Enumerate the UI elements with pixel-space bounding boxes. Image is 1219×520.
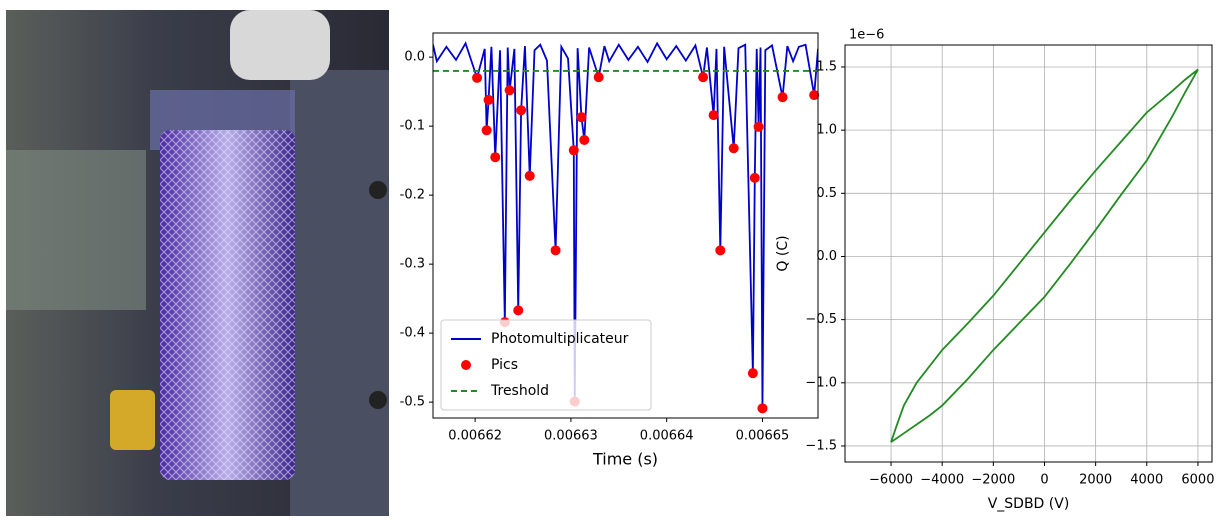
x-tick-label: −6000 <box>869 473 913 488</box>
chart: 1.5 1.0 0.5 0.0 −0.5 −1.0 −1.5 −6000 −4000 −2000 0… <box>775 28 1214 513</box>
x-tick-label: 6000 <box>1181 473 1214 488</box>
y-tick-label: −0.5 <box>805 312 837 327</box>
peak-marker <box>524 170 535 181</box>
photo-block <box>290 70 389 516</box>
plot-area <box>890 68 1199 443</box>
peak-marker <box>757 403 768 414</box>
peak-marker <box>728 143 739 154</box>
y-tick-label: -0.5 <box>400 395 425 410</box>
axes-frame <box>844 44 1213 463</box>
y-tick-label: −1.0 <box>805 375 837 390</box>
x-tick-label: 0.00662 <box>448 429 502 444</box>
peak-marker <box>593 72 604 83</box>
photo-tube <box>230 10 330 80</box>
photo-mesh <box>160 130 295 480</box>
peak-marker <box>568 145 579 156</box>
x-tick-label: 0.00664 <box>640 429 694 444</box>
peak-marker <box>490 152 501 163</box>
peak-marker <box>504 85 515 96</box>
y-tick-label: 1.5 <box>816 59 837 74</box>
x-tick-label: 2000 <box>1079 473 1112 488</box>
x-tick-label: −2000 <box>971 473 1015 488</box>
x-tick-label: 0.00665 <box>736 429 790 444</box>
legend-label: Pics <box>491 357 518 373</box>
x-tick-label: 0 <box>1040 473 1048 488</box>
peak-marker <box>749 172 760 183</box>
peak-marker <box>747 368 758 379</box>
peak-marker <box>579 134 590 145</box>
peak-marker <box>483 94 494 105</box>
y-tick-label: 1.0 <box>816 123 837 138</box>
peak-marker <box>516 105 527 116</box>
photo-bolt <box>369 391 387 409</box>
legend-label: Photomultiplicateur <box>491 331 629 347</box>
photo-wall <box>6 150 146 310</box>
peak-marker <box>753 121 764 132</box>
peak-marker <box>550 245 561 256</box>
photo-capacitor <box>110 390 155 450</box>
y-tick-label: -0.3 <box>400 257 425 272</box>
y-tick-label: 0.5 <box>816 186 837 201</box>
series-line <box>890 68 1199 443</box>
peak-marker <box>576 112 587 123</box>
chart: 0.0 -0.1 -0.2 -0.3 -0.4 -0.5 0.00662 0.00663 0.0… <box>400 32 820 469</box>
peak-marker <box>777 92 788 103</box>
y-tick-label: -0.1 <box>400 119 425 134</box>
y-tick-label: −1.5 <box>805 438 837 453</box>
series-line <box>433 41 818 409</box>
y-tick-label: -0.2 <box>400 188 425 203</box>
peak-marker <box>708 110 719 121</box>
x-tick-label: 0.00663 <box>544 429 598 444</box>
axes-frame <box>432 32 819 419</box>
y-tick-label: -0.4 <box>400 326 425 341</box>
peak-marker <box>481 125 492 136</box>
legend-box <box>440 319 652 411</box>
photo <box>6 10 389 516</box>
peak-marker <box>513 305 524 316</box>
peak-marker <box>715 245 726 256</box>
peak-marker <box>809 90 820 101</box>
y-tick-label: 0.0 <box>816 249 837 264</box>
peak-marker <box>698 72 709 83</box>
y-axis-label: Q (C) <box>775 235 791 271</box>
x-axis-label: Time (s) <box>592 450 658 469</box>
x-axis-label: V_SDBD (V) <box>988 496 1070 512</box>
y-offset-label: 1e−6 <box>849 28 884 43</box>
photo-bolt <box>369 181 387 199</box>
peak-marker <box>472 72 483 83</box>
legend-label: Treshold <box>490 383 549 399</box>
x-tick-label: −4000 <box>920 473 964 488</box>
y-tick-label: 0.0 <box>404 50 425 65</box>
plot-area <box>433 41 818 409</box>
legend-marker <box>461 360 471 370</box>
x-tick-label: 4000 <box>1130 473 1163 488</box>
